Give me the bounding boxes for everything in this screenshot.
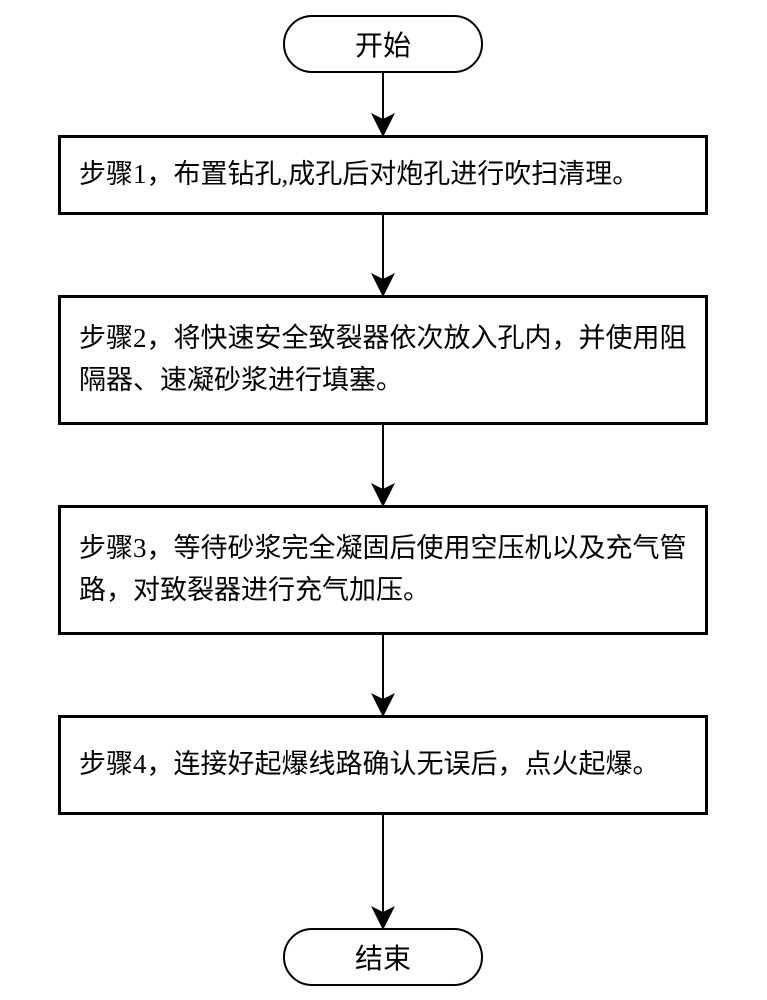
- step-3-box: 步骤3，等待砂浆完全凝固后使用空压机以及充气管路，对致裂器进行充气加压。: [58, 505, 708, 635]
- step-1-text: 步骤1，布置钻孔,成孔后对炮孔进行吹扫清理。: [79, 154, 639, 196]
- end-terminator: 结束: [283, 928, 483, 986]
- step-2-box: 步骤2，将快速安全致裂器依次放入孔内，并使用阻隔器、速凝砂浆进行填塞。: [58, 295, 708, 425]
- step-4-box: 步骤4，连接好起爆线路确认无误后，点火起爆。: [58, 715, 708, 815]
- step-2-text: 步骤2，将快速安全致裂器依次放入孔内，并使用阻隔器、速凝砂浆进行填塞。: [79, 318, 687, 402]
- step-4-text: 步骤4，连接好起爆线路确认无误后，点火起爆。: [79, 744, 660, 786]
- step-1-box: 步骤1，布置钻孔,成孔后对炮孔进行吹扫清理。: [58, 135, 708, 215]
- start-terminator: 开始: [283, 15, 483, 73]
- end-label: 结束: [355, 937, 411, 977]
- flowchart-canvas: 开始 步骤1，布置钻孔,成孔后对炮孔进行吹扫清理。 步骤2，将快速安全致裂器依次…: [0, 0, 767, 1000]
- start-label: 开始: [355, 24, 411, 64]
- step-3-text: 步骤3，等待砂浆完全凝固后使用空压机以及充气管路，对致裂器进行充气加压。: [79, 528, 687, 612]
